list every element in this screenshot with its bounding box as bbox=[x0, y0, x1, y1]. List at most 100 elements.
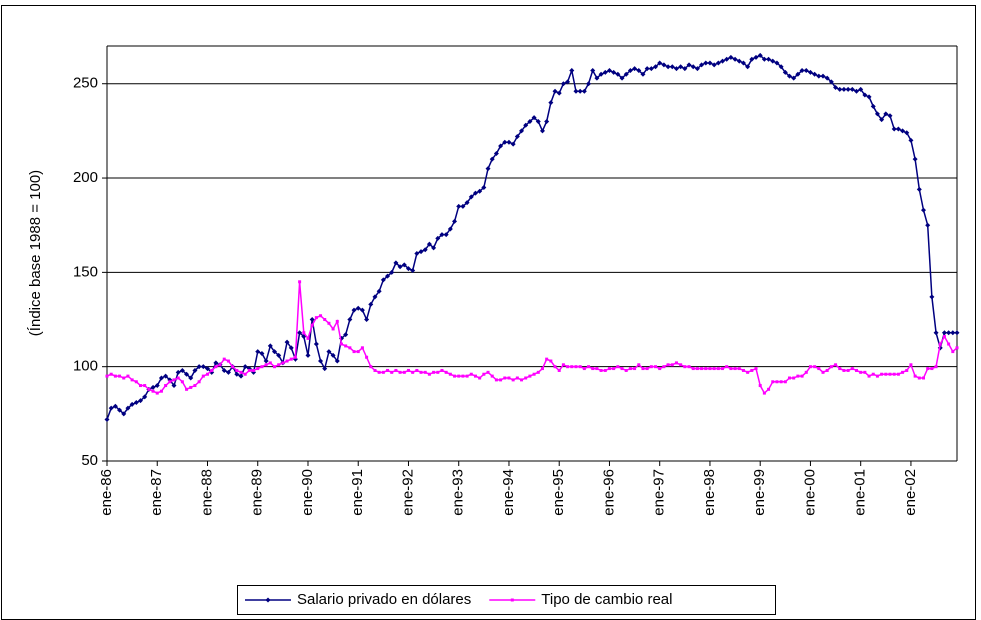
data-point bbox=[426, 241, 432, 247]
data-point bbox=[807, 69, 813, 75]
data-point bbox=[841, 86, 847, 92]
data-point bbox=[566, 365, 570, 369]
data-point bbox=[673, 66, 679, 72]
data-point bbox=[884, 372, 888, 376]
data-point bbox=[527, 118, 533, 124]
data-point bbox=[783, 380, 787, 384]
data-point bbox=[272, 365, 276, 369]
data-point bbox=[243, 372, 247, 376]
data-point bbox=[197, 380, 201, 384]
data-point bbox=[499, 378, 503, 382]
data-point bbox=[700, 367, 704, 371]
x-tick-label: ene-95 bbox=[550, 469, 567, 516]
data-point bbox=[205, 372, 209, 376]
data-point bbox=[694, 66, 700, 72]
data-point bbox=[729, 367, 733, 371]
data-point bbox=[318, 358, 324, 364]
data-point bbox=[380, 277, 386, 283]
data-point bbox=[447, 226, 453, 232]
data-point bbox=[648, 66, 654, 72]
data-point bbox=[461, 374, 465, 378]
data-point bbox=[736, 58, 742, 64]
data-point bbox=[716, 367, 720, 371]
data-point bbox=[297, 330, 303, 336]
data-point bbox=[306, 336, 310, 340]
x-tick-label: ene-87 bbox=[148, 469, 165, 516]
data-point bbox=[310, 323, 314, 327]
data-point bbox=[767, 387, 771, 391]
data-point bbox=[858, 86, 864, 92]
data-point bbox=[925, 222, 931, 228]
data-point bbox=[552, 88, 558, 94]
data-point bbox=[842, 368, 846, 372]
data-point bbox=[313, 341, 319, 347]
x-tick-label: ene-91 bbox=[349, 469, 366, 516]
data-point bbox=[578, 365, 582, 369]
data-point bbox=[401, 262, 407, 268]
data-point bbox=[607, 367, 611, 371]
data-point bbox=[913, 374, 917, 378]
data-point bbox=[761, 56, 767, 62]
data-point bbox=[137, 398, 143, 404]
data-point bbox=[268, 361, 272, 365]
data-point bbox=[502, 139, 508, 145]
data-point bbox=[737, 367, 741, 371]
data-point bbox=[535, 118, 541, 124]
data-point bbox=[422, 247, 428, 253]
data-point bbox=[242, 364, 248, 370]
data-point bbox=[916, 186, 922, 192]
x-tick-label: ene-99 bbox=[751, 469, 768, 516]
data-point bbox=[260, 365, 264, 369]
data-point bbox=[695, 367, 699, 371]
data-point bbox=[669, 64, 675, 70]
x-tick-label: ene-89 bbox=[249, 469, 266, 516]
data-point bbox=[824, 75, 830, 81]
data-point bbox=[788, 376, 792, 380]
data-point bbox=[201, 374, 205, 378]
data-point bbox=[657, 60, 663, 66]
series-markers bbox=[105, 280, 959, 395]
data-point bbox=[389, 269, 395, 275]
data-point bbox=[775, 380, 779, 384]
data-point bbox=[792, 376, 796, 380]
data-point bbox=[309, 317, 315, 323]
data-point bbox=[623, 71, 629, 77]
data-point bbox=[942, 335, 946, 338]
data-point bbox=[812, 71, 818, 77]
data-point bbox=[828, 79, 834, 85]
data-point bbox=[539, 128, 545, 134]
x-tick-label: ene-97 bbox=[651, 469, 668, 516]
data-point bbox=[582, 367, 586, 371]
data-point bbox=[477, 188, 483, 194]
data-point bbox=[909, 363, 913, 367]
data-point bbox=[762, 391, 766, 395]
data-point bbox=[418, 249, 424, 255]
data-point bbox=[494, 378, 498, 382]
data-point bbox=[271, 349, 277, 355]
data-point bbox=[411, 370, 415, 374]
data-point bbox=[820, 73, 826, 79]
data-point bbox=[662, 365, 666, 369]
data-point bbox=[235, 368, 239, 372]
data-point bbox=[360, 346, 364, 350]
data-point bbox=[130, 378, 134, 382]
data-point bbox=[560, 81, 566, 87]
data-point bbox=[335, 319, 339, 323]
data-point bbox=[180, 380, 184, 384]
data-point bbox=[154, 383, 160, 389]
data-point bbox=[394, 368, 398, 372]
data-point bbox=[231, 365, 235, 369]
data-point bbox=[431, 245, 437, 251]
data-point bbox=[158, 375, 164, 381]
data-point bbox=[653, 64, 659, 70]
data-point bbox=[436, 370, 440, 374]
data-point bbox=[359, 307, 365, 313]
data-point bbox=[587, 365, 591, 369]
data-point bbox=[678, 64, 684, 70]
data-point bbox=[460, 203, 466, 209]
data-point bbox=[179, 367, 185, 373]
data-point bbox=[850, 367, 854, 371]
data-point bbox=[926, 367, 930, 371]
data-point bbox=[615, 71, 621, 77]
